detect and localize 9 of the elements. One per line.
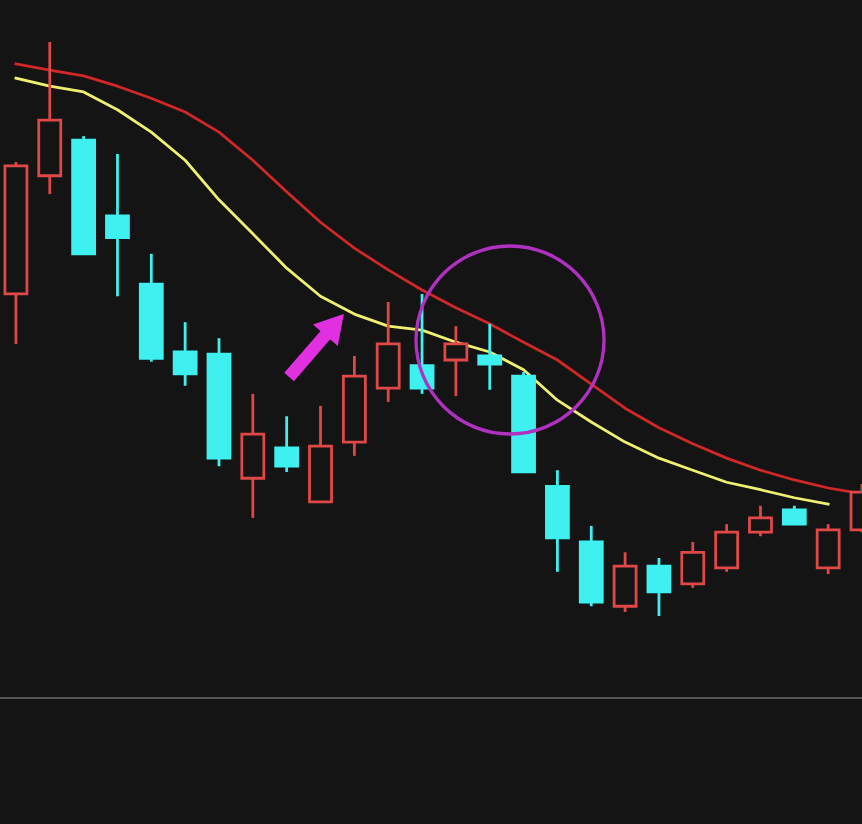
candlestick <box>172 320 198 388</box>
candlestick <box>240 392 266 520</box>
candlestick <box>443 324 469 398</box>
candlestick <box>341 354 367 458</box>
candlestick <box>37 40 63 196</box>
candlestick <box>545 468 570 574</box>
candlestick <box>375 300 401 404</box>
candlestick <box>105 152 130 298</box>
candlestick <box>477 322 503 392</box>
